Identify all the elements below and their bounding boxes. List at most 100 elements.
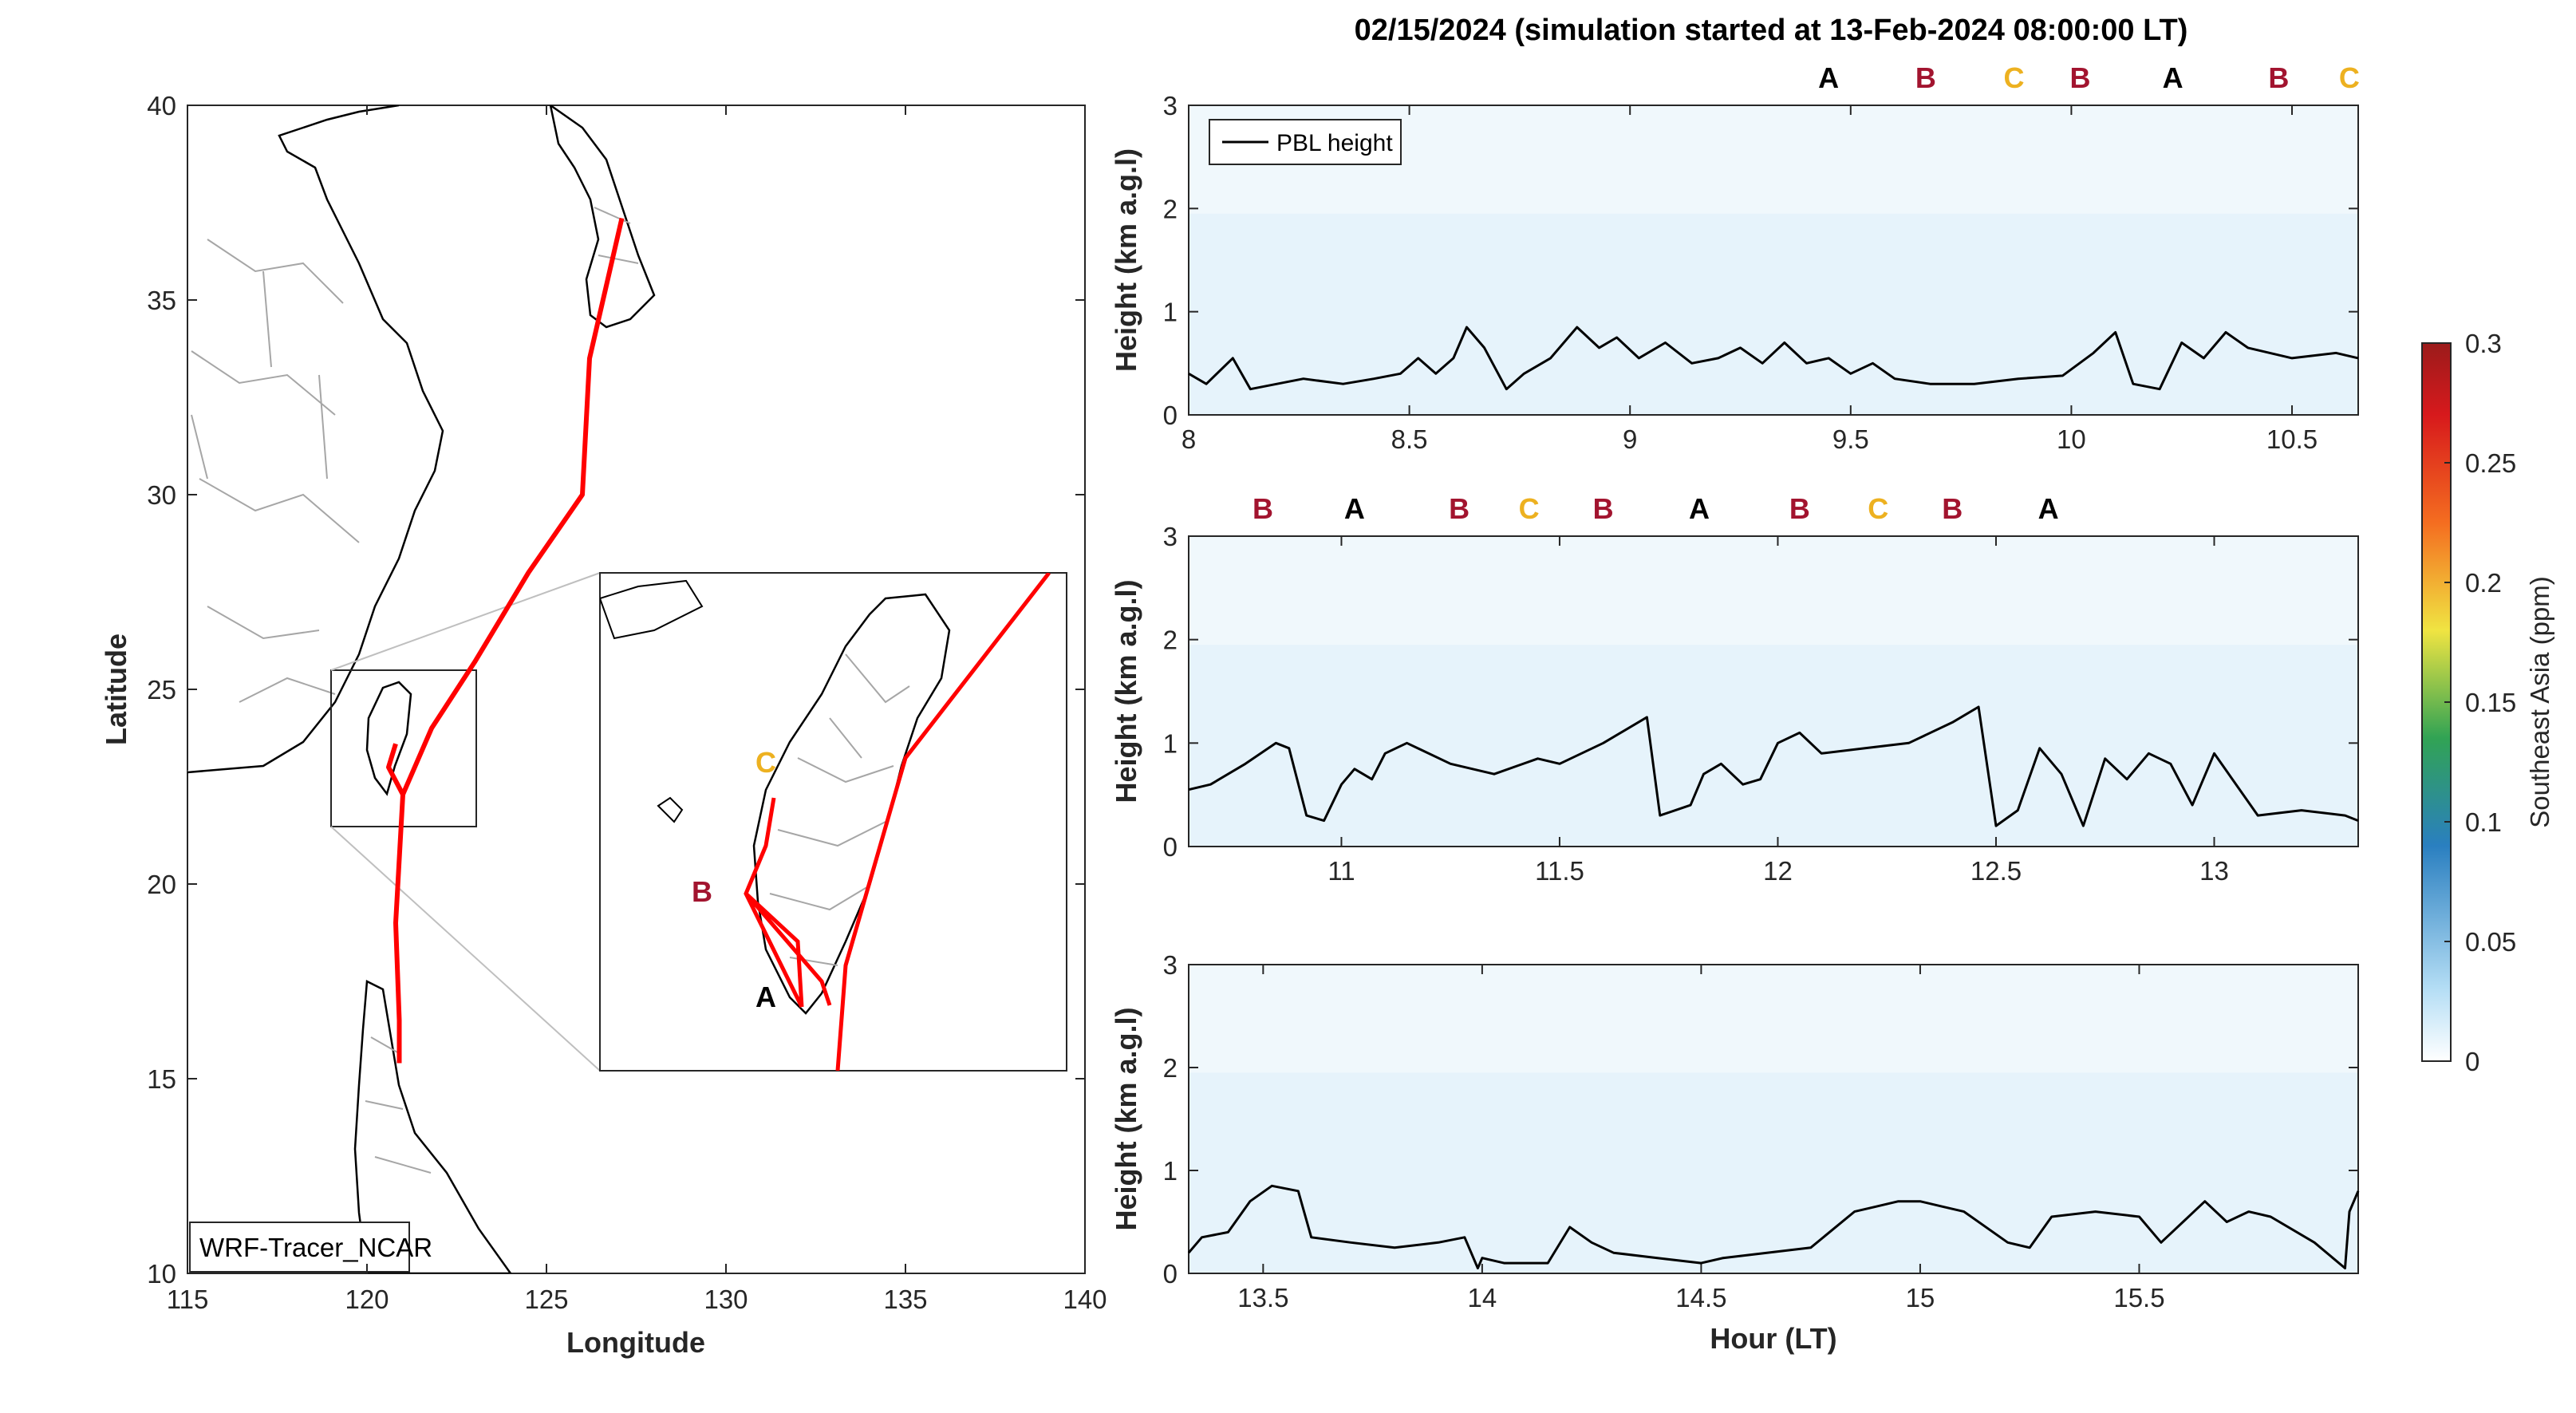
- panel-ytick-label: 3: [1163, 522, 1178, 551]
- map-ytick-label: 10: [147, 1259, 176, 1289]
- inset-marker-b: B: [692, 875, 712, 908]
- time-marker-b: B: [1593, 492, 1614, 525]
- panel-legend: PBL height: [1209, 119, 1402, 165]
- time-marker-a: A: [1818, 61, 1839, 94]
- map-ytick-label: 35: [147, 286, 176, 315]
- time-marker-b: B: [2268, 61, 2289, 94]
- inset-mainland-fragment: [600, 579, 704, 640]
- time-marker-b: B: [1252, 492, 1273, 525]
- colorbar-label: Southeast Asia (ppm): [2525, 576, 2554, 828]
- panel-xtick-label: 9.5: [1832, 424, 1869, 454]
- time-marker-c: C: [2339, 61, 2360, 94]
- luzon-coastline: [353, 980, 512, 1273]
- panel-xtick-label: 10.5: [2266, 424, 2318, 454]
- pbl-panel-3: 13.5 14 14.5 15 15.5 0 1 2 3 Height (km a.g.l): [1110, 950, 2360, 1312]
- map-xtick-label: 120: [345, 1285, 389, 1314]
- panel-xtick-label: 14: [1468, 1283, 1497, 1312]
- inset-marker-a: A: [755, 981, 776, 1013]
- panel-xtick-label: 8: [1181, 424, 1196, 454]
- taiwan-coastline: [365, 681, 412, 796]
- colorbar-tick-label: 0.25: [2465, 448, 2516, 478]
- time-marker-c: C: [2003, 61, 2024, 94]
- panel-xtick-label: 10: [2057, 424, 2086, 454]
- colorbar-tick-label: 0.2: [2465, 568, 2502, 598]
- time-marker-c: C: [1868, 492, 1888, 525]
- inset-penghu-island: [657, 796, 684, 823]
- panel-xtick-label: 14.5: [1675, 1283, 1726, 1312]
- time-marker-b: B: [2069, 61, 2090, 94]
- map-ytick-label: 40: [147, 91, 176, 120]
- panel-frame: [1188, 105, 2359, 416]
- legend-box: [1209, 119, 1402, 165]
- pbl-height-line: [1188, 705, 2359, 827]
- zoom-connector-top: [330, 572, 601, 671]
- luzon-admin-lines: [365, 1036, 432, 1174]
- china-admin-lines: [191, 239, 360, 703]
- map-xtick-label: 130: [704, 1285, 748, 1314]
- panel-xtick-label: 12.5: [1970, 856, 2022, 886]
- pbl-panel-1: 8 8.5 9 9.5 10 10.5 0 1 2 3 Height (km a.g.l) PBL h…: [1110, 61, 2360, 454]
- panel-ylabel: Height (km a.g.l): [1110, 1007, 1142, 1230]
- map-xtick-label: 135: [883, 1285, 927, 1314]
- panel-ylabel: Height (km a.g.l): [1110, 148, 1142, 372]
- trajectory-branch-line: [386, 743, 405, 796]
- panel-ytick-label: 2: [1163, 626, 1178, 655]
- time-marker-c: C: [1519, 492, 1540, 525]
- figure-title: 02/15/2024 (simulation started at 13-Feb…: [1355, 14, 2188, 47]
- colorbar-tick-label: 0.05: [2465, 927, 2516, 957]
- panel-ytick-label: 2: [1163, 194, 1178, 223]
- map-xlabel: Longitude: [566, 1326, 705, 1359]
- time-marker-b: B: [1449, 492, 1469, 525]
- panel-ytick-label: 1: [1163, 298, 1178, 327]
- colorbar-tick-label: 0.3: [2465, 329, 2502, 358]
- map-axes: 115 120 125 130 135 140 10 15 20 25 30 35 40: [147, 91, 1107, 1314]
- trajectory-line: [393, 217, 625, 1064]
- panel-xtick-label: 13.5: [1237, 1283, 1288, 1312]
- zoom-box: [330, 669, 477, 827]
- map-xtick-label: 125: [524, 1285, 568, 1314]
- taiwan-inset: C B A: [599, 572, 1067, 1072]
- panel-ytick-label: 1: [1163, 728, 1178, 758]
- panel-ytick-label: 0: [1163, 832, 1178, 862]
- inset-track-loop: [744, 797, 832, 1008]
- map-ytick-label: 25: [147, 675, 176, 705]
- panel-ytick-label: 1: [1163, 1156, 1178, 1186]
- inset-track-main: [835, 573, 1051, 1071]
- model-label-text: WRF-Tracer_NCAR: [199, 1233, 432, 1262]
- time-marker-a: A: [1689, 492, 1710, 525]
- panel-xtick-label: 11.5: [1535, 856, 1584, 886]
- panel-tracer-field-upper: [1189, 965, 2358, 1073]
- colorbar-tick-label: 0.1: [2465, 807, 2502, 837]
- colorbar-tick-label: 0.15: [2465, 688, 2516, 717]
- panel-ytick-label: 3: [1163, 91, 1178, 120]
- panel-xtick-label: 15: [1906, 1283, 1935, 1312]
- legend-label: PBL height: [1276, 130, 1393, 156]
- panel-frame: [1188, 535, 2359, 847]
- inset-taiwan-coastline: [752, 593, 951, 1015]
- map-ytick-label: 20: [147, 870, 176, 899]
- time-marker-a: A: [1344, 492, 1365, 525]
- korea-coastline: [549, 105, 656, 329]
- panel-frame: [1188, 964, 2359, 1274]
- time-marker-b: B: [1789, 492, 1810, 525]
- panel-ytick-label: 0: [1163, 401, 1178, 430]
- panel-ytick-label: 2: [1163, 1053, 1178, 1083]
- time-marker-a: A: [2038, 492, 2059, 525]
- model-label-box: [189, 1222, 410, 1273]
- inset-marker-c: C: [755, 746, 776, 779]
- korea-admin-lines: [594, 207, 639, 264]
- panel-tracer-field-upper: [1189, 536, 2358, 645]
- panel-ytick-label: 0: [1163, 1259, 1178, 1289]
- panel3-xlabel: Hour (LT): [1710, 1322, 1836, 1355]
- map-xtick-label: 140: [1063, 1285, 1107, 1314]
- panel-ylabel: Height (km a.g.l): [1110, 579, 1142, 803]
- panel-xtick-label: 15.5: [2113, 1283, 2164, 1312]
- zoom-connector-bottom: [330, 826, 601, 1072]
- map-ytick-label: 30: [147, 480, 176, 510]
- panel-xtick-label: 12: [1763, 856, 1793, 886]
- inset-admin-lines: [769, 653, 910, 966]
- panel-xtick-label: 11: [1327, 856, 1355, 886]
- colorbar-tick-label: 0: [2465, 1047, 2479, 1076]
